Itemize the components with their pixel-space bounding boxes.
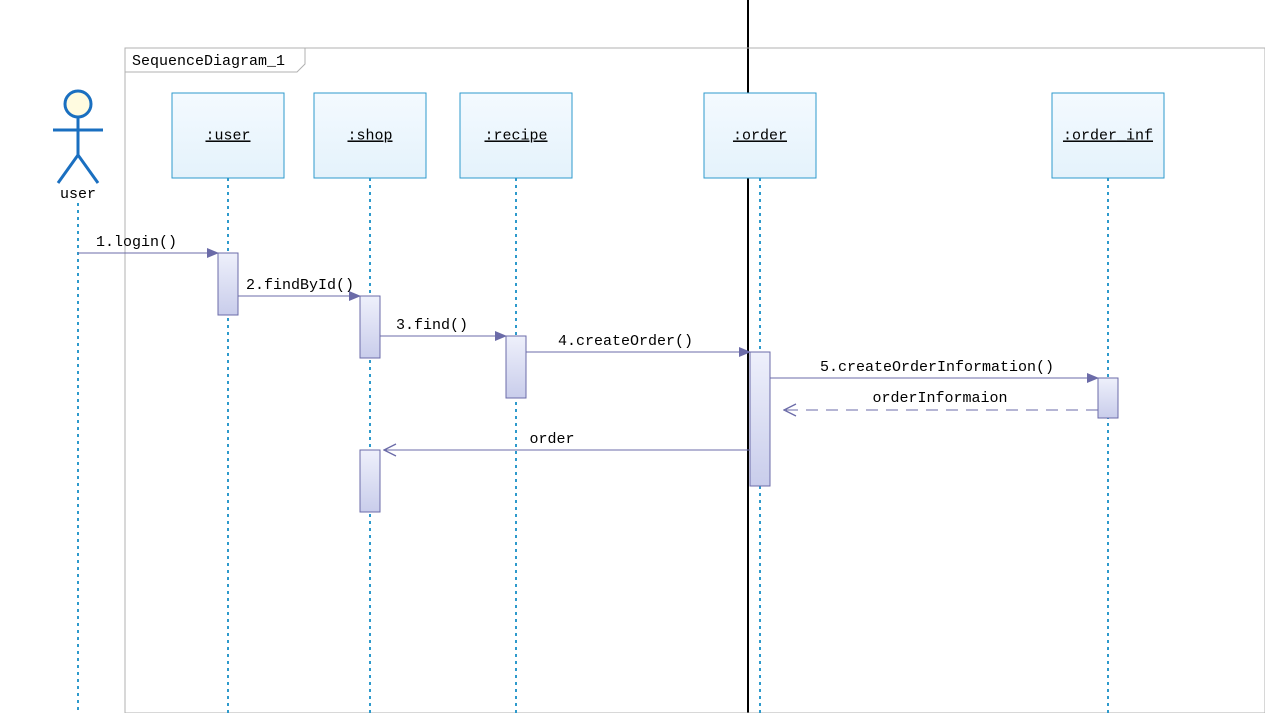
actor-label: user (60, 186, 96, 203)
lifeline-user: :user (172, 93, 284, 713)
message-m3: 3.find() (380, 317, 506, 336)
message-label-m4: 4.createOrder() (558, 333, 693, 350)
lifeline-shop: :shop (314, 93, 426, 713)
activation-shop2 (360, 450, 380, 512)
message-r2: order (384, 431, 750, 450)
message-label-m1: 1.login() (96, 234, 177, 251)
message-label-r2: order (529, 431, 574, 448)
activation-user (218, 253, 238, 315)
activation-shop (360, 296, 380, 358)
message-label-r1: orderInformaion (872, 390, 1007, 407)
actor-user: user (53, 91, 103, 713)
message-m4: 4.createOrder() (526, 333, 750, 352)
message-m5: 5.createOrderInformation() (770, 359, 1098, 378)
activation-recipe (506, 336, 526, 398)
lifeline-label-shop: :shop (347, 127, 392, 144)
lifeline-label-order_inf: :order_inf (1063, 127, 1153, 144)
activation-order (750, 352, 770, 486)
lifeline-label-recipe: :recipe (484, 127, 547, 144)
message-m2: 2.findById() (238, 277, 360, 296)
sequence-diagram: SequenceDiagram_1 user :user :shop :recipe… (0, 0, 1265, 713)
lifeline-label-order: :order (733, 127, 787, 144)
frame-title: SequenceDiagram_1 (132, 53, 285, 70)
message-m1: 1.login() (78, 234, 218, 253)
message-label-m3: 3.find() (396, 317, 468, 334)
lifeline-label-user: :user (205, 127, 250, 144)
message-label-m5: 5.createOrderInformation() (820, 359, 1054, 376)
message-r1: orderInformaion (784, 390, 1098, 410)
message-label-m2: 2.findById() (246, 277, 354, 294)
activation-order_inf (1098, 378, 1118, 418)
lifeline-recipe: :recipe (460, 93, 572, 713)
